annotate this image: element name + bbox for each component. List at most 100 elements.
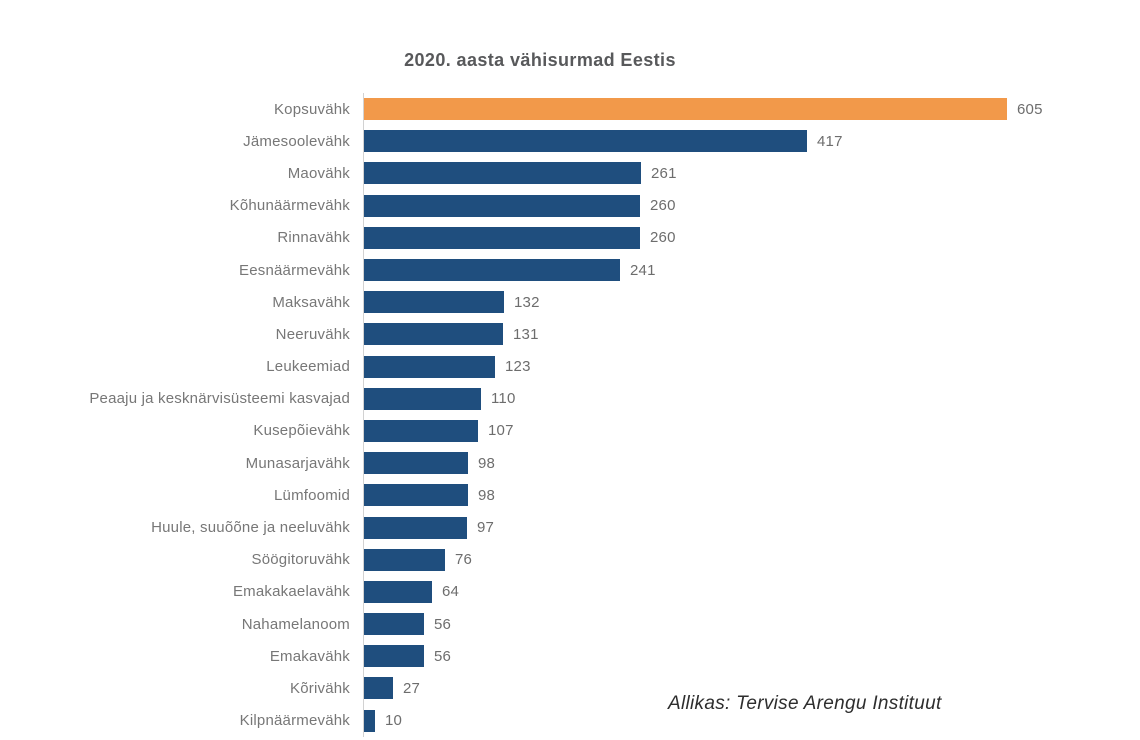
- bar-row: Kilpnäärmevähk 10: [0, 704, 1140, 737]
- value-label: 261: [651, 164, 677, 182]
- bar-zone: 98: [363, 447, 1140, 480]
- bar-zone: 123: [363, 350, 1140, 383]
- bar-row: Kusepõievähk 107: [0, 414, 1140, 448]
- category-label: Kõrivähk: [290, 679, 350, 697]
- bar-row: Emakavähk 56: [0, 640, 1140, 673]
- category-label: Huule, suuõõne ja neeluvähk: [151, 519, 350, 537]
- bar: [364, 580, 432, 603]
- bar: [364, 130, 807, 153]
- category-label: Rinnavähk: [277, 229, 350, 247]
- bar-zone: 260: [363, 221, 1140, 254]
- category-label: Eesnäärmevähk: [239, 261, 350, 279]
- bar-row: Jämesoolevähk 417: [0, 125, 1140, 158]
- bar-row: Maksavähk 132: [0, 286, 1140, 319]
- category-label: Maksavähk: [272, 293, 350, 311]
- value-label: 56: [434, 615, 452, 633]
- value-label: 260: [650, 229, 676, 247]
- bar-row: Kopsuvähk 605: [0, 93, 1140, 126]
- bar-zone: 131: [363, 318, 1140, 351]
- bar-zone: 56: [363, 608, 1140, 641]
- category-label: Kõhunäärmevähk: [229, 197, 350, 215]
- category-label: Kopsuvähk: [273, 100, 350, 118]
- category-label: Kusepõievähk: [253, 422, 350, 440]
- bar-zone: 241: [363, 253, 1140, 287]
- bar: [364, 548, 445, 571]
- bar-zone: 64: [363, 575, 1140, 608]
- bar-row: Söögitoruvähk 76: [0, 543, 1140, 576]
- bar-zone: 10: [363, 704, 1140, 737]
- value-label: 260: [650, 197, 676, 215]
- value-label: 27: [403, 679, 421, 697]
- bar-zone: 417: [363, 125, 1140, 158]
- bar-zone: 605: [363, 93, 1140, 126]
- category-label: Neeruvähk: [275, 325, 350, 343]
- bar: [364, 516, 467, 539]
- bar: [364, 226, 640, 249]
- bar-row: Peaaju ja kesknärvisüsteemi kasvajad 110: [0, 382, 1140, 415]
- bar-zone: 98: [363, 479, 1140, 512]
- bar: [364, 484, 468, 507]
- bar-row: Nahamelanoom 56: [0, 608, 1140, 641]
- bar-zone: 97: [363, 511, 1140, 544]
- bar-row: Maovähk 261: [0, 157, 1140, 190]
- category-label: Leukeemiad: [266, 358, 350, 376]
- bar-row: Kõhunäärmevähk 260: [0, 189, 1140, 222]
- bar-zone: 107: [363, 414, 1140, 448]
- chart-title: 2020. aasta vähisurmad Eestis: [404, 50, 676, 70]
- bar-row: Munasarjavähk 98: [0, 447, 1140, 480]
- value-label: 56: [434, 647, 452, 665]
- bar-zone: 132: [363, 286, 1140, 319]
- value-label: 76: [455, 551, 473, 569]
- bar-row: Eesnäärmevähk 241: [0, 253, 1140, 287]
- category-label: Kilpnäärmevähk: [239, 712, 350, 730]
- value-label: 123: [505, 358, 531, 376]
- bar: [364, 323, 503, 346]
- category-label: Söögitoruvähk: [251, 551, 350, 569]
- bar: [364, 677, 393, 700]
- bar-zone: 260: [363, 189, 1140, 222]
- bar: [364, 355, 495, 378]
- bar: [364, 291, 504, 314]
- bar: [364, 194, 640, 217]
- bar: [364, 709, 375, 732]
- category-label: Jämesoolevähk: [243, 132, 350, 150]
- bar-row: Rinnavähk 260: [0, 221, 1140, 254]
- bar: [364, 419, 478, 442]
- category-label: Emakakaelavähk: [232, 583, 350, 601]
- bar-row: Emakakaelavähk 64: [0, 575, 1140, 608]
- bar-zone: 27: [363, 672, 1140, 705]
- value-label: 417: [817, 132, 843, 150]
- value-label: 110: [491, 390, 516, 408]
- bar: [364, 452, 468, 475]
- bar-zone: 261: [363, 157, 1140, 190]
- category-label: Emakavähk: [269, 647, 350, 665]
- value-label: 98: [478, 486, 496, 504]
- value-label: 132: [514, 293, 540, 311]
- value-label: 10: [385, 712, 403, 730]
- bar-row: Neeruvähk 131: [0, 318, 1140, 351]
- value-label: 131: [513, 325, 539, 343]
- value-label: 605: [1017, 100, 1043, 118]
- bar-zone: 56: [363, 640, 1140, 673]
- value-label: 98: [478, 454, 496, 472]
- bar-row: Lümfoomid 98: [0, 479, 1140, 512]
- bar: [364, 98, 1007, 121]
- bar: [364, 613, 424, 636]
- category-label: Maovähk: [287, 164, 350, 182]
- bar-rows: Kopsuvähk 605 Jämesoolevähk 417 Maovähk 261 Kõ…: [0, 93, 1140, 737]
- bar-zone: 76: [363, 543, 1140, 576]
- value-label: 241: [630, 261, 656, 279]
- bar: [364, 645, 424, 668]
- bar-zone: 110: [363, 382, 1140, 415]
- category-label: Nahamelanoom: [241, 615, 350, 633]
- source-annotation: Allikas: Tervise Arengu Instituut: [668, 693, 942, 714]
- bar: [364, 259, 620, 282]
- category-label: Peaaju ja kesknärvisüsteemi kasvajad: [89, 390, 350, 408]
- bar-row: Kõrivähk 27: [0, 672, 1140, 705]
- bar-row: Huule, suuõõne ja neeluvähk 97: [0, 511, 1140, 544]
- category-label: Munasarjavähk: [245, 454, 350, 472]
- value-label: 64: [442, 583, 460, 601]
- value-label: 97: [477, 519, 495, 537]
- bar-row: Leukeemiad 123: [0, 350, 1140, 383]
